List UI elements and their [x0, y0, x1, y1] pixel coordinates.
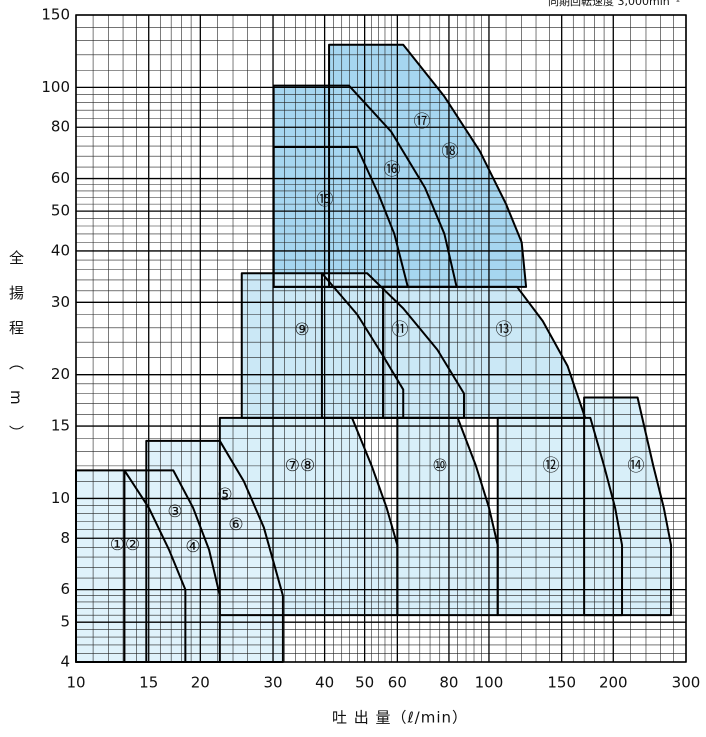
x-tick-label: 10: [66, 674, 85, 692]
region-label: ⑩: [432, 456, 447, 476]
x-tick-label: 150: [547, 674, 576, 692]
region-label: ⑥: [228, 515, 243, 535]
y-tick-label: 80: [51, 118, 70, 136]
region-label: ⑪: [392, 320, 409, 340]
x-tick-label: 80: [439, 674, 458, 692]
chart-title: 同期回転速度 3,000min⁻¹: [548, 0, 680, 8]
region-outline: [75, 469, 187, 663]
region-label: ③: [167, 502, 182, 522]
region-fill: [397, 417, 498, 616]
plot-frame: [75, 14, 687, 663]
region-label: ⑨: [294, 320, 309, 340]
x-tick-label: 100: [475, 674, 504, 692]
y-tick-label: 20: [51, 365, 70, 383]
region-label: ⑰: [414, 112, 431, 132]
x-axis-label: 吐 出 量（ℓ/min）: [332, 709, 468, 727]
y-tick-label: 100: [41, 78, 70, 96]
y-tick-label: 15: [51, 417, 70, 435]
x-tick-label: 60: [388, 674, 407, 692]
region-outline: [218, 416, 399, 617]
y-tick-label: 30: [51, 293, 70, 311]
region-label: ⑭: [628, 456, 645, 476]
region-fill: [273, 147, 408, 287]
x-tick-label: 20: [191, 674, 210, 692]
region-label: ⑬: [496, 320, 513, 340]
y-tick-label: 4: [60, 653, 70, 671]
region-label: ⑮: [317, 190, 334, 210]
y-tick-label: 50: [51, 202, 70, 220]
region-outline: [396, 416, 499, 617]
region-label: ⑦⑧: [285, 456, 315, 476]
y-tick-label: 8: [60, 529, 70, 547]
region-fill: [76, 470, 186, 662]
region-label: ⑱: [442, 142, 459, 162]
y-tick-label: 5: [60, 613, 70, 631]
region-label: ⑯: [384, 160, 401, 180]
region-label: ⑤: [217, 485, 232, 505]
y-tick-label: 150: [41, 6, 70, 24]
y-tick-label: 6: [60, 580, 70, 598]
y-tick-label: 40: [51, 241, 70, 259]
x-tick-label: 15: [139, 674, 158, 692]
y-tick-label: 10: [51, 489, 70, 507]
region-label: ⑫: [543, 456, 560, 476]
x-tick-label: 300: [672, 674, 701, 692]
x-tick-label: 30: [263, 674, 282, 692]
y-axis-label: 全揚程（m）: [7, 249, 25, 459]
x-tick-label: 40: [315, 674, 334, 692]
region-label: ④: [185, 537, 200, 557]
y-tick-label: 60: [51, 169, 70, 187]
region-outline: [272, 146, 409, 288]
x-tick-label: 200: [599, 674, 628, 692]
x-tick-label: 50: [355, 674, 374, 692]
region-fill: [497, 417, 623, 616]
region-label: ①②: [110, 535, 140, 555]
region-outline: [496, 416, 624, 617]
